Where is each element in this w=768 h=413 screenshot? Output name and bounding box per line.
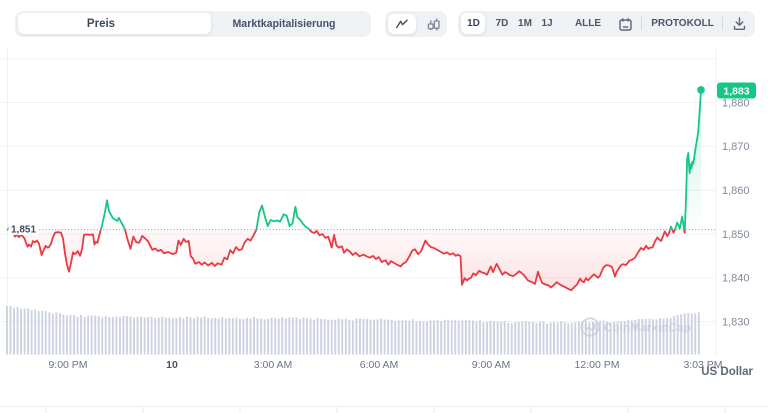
svg-text:9:00 PM: 9:00 PM	[48, 359, 87, 371]
svg-text:12:00 PM: 12:00 PM	[575, 359, 620, 371]
svg-text:9:00 AM: 9:00 AM	[472, 359, 511, 371]
svg-text:CoinMarketCap: CoinMarketCap	[604, 323, 691, 335]
svg-text:1,870: 1,870	[722, 141, 750, 153]
svg-text:6:00 AM: 6:00 AM	[360, 359, 399, 371]
svg-text:1,850: 1,850	[722, 229, 750, 241]
svg-text:1,830: 1,830	[722, 316, 750, 328]
svg-text:1,840: 1,840	[722, 273, 750, 285]
svg-text:1,860: 1,860	[722, 185, 750, 197]
svg-text:US Dollar: US Dollar	[701, 366, 753, 378]
svg-text:1,880: 1,880	[722, 97, 750, 109]
svg-text:1,851: 1,851	[11, 225, 36, 236]
svg-text:1,883: 1,883	[723, 86, 749, 98]
svg-text:3:00 AM: 3:00 AM	[254, 359, 293, 371]
svg-text:3:03 PM: 3:03 PM	[683, 359, 722, 371]
svg-text:10: 10	[166, 359, 178, 371]
